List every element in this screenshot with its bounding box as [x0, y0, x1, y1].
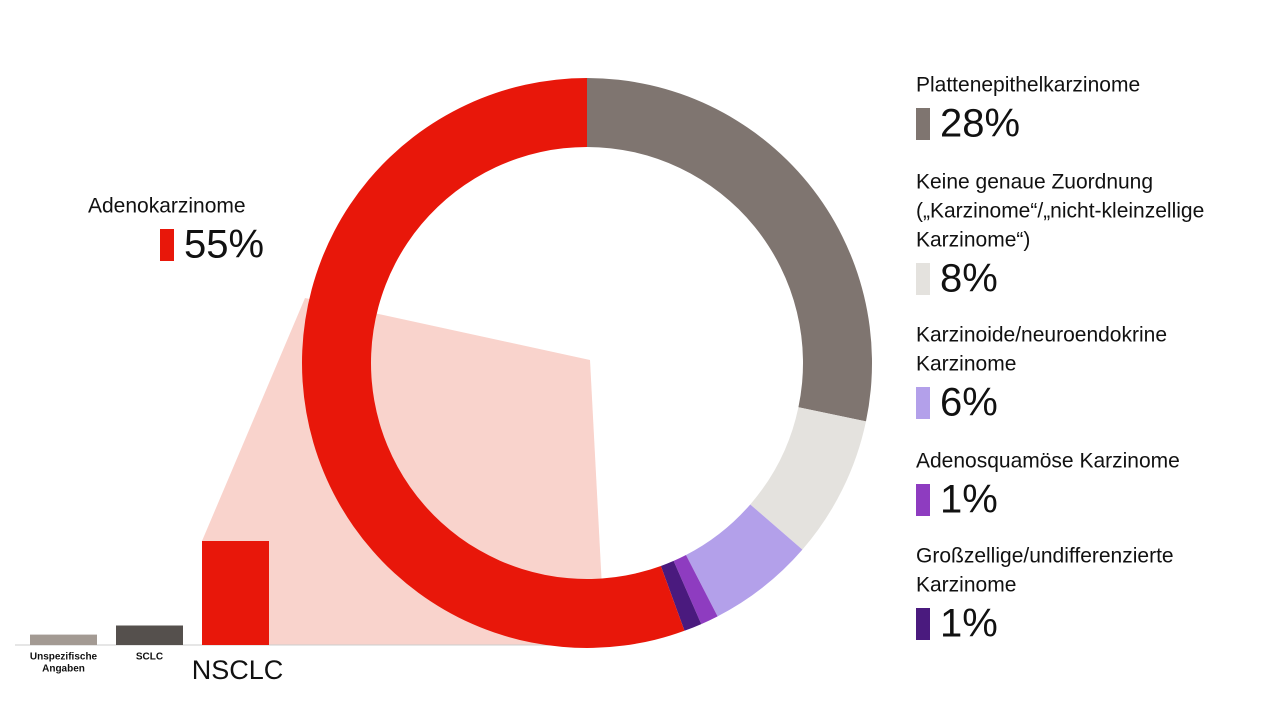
bar — [202, 541, 269, 645]
bar — [116, 625, 183, 645]
legend-swatch — [916, 108, 930, 140]
legend-swatch — [916, 387, 930, 419]
donut-segment — [587, 78, 873, 422]
x-tick-label: Angaben — [42, 664, 85, 675]
legend-label: Karzinoide/neuroendokrine — [916, 324, 1167, 347]
x-tick-label: NSCLC — [192, 655, 284, 685]
legend-label: Plattenepithelkarzinome — [916, 74, 1140, 97]
background-layer — [15, 298, 605, 646]
value-label: 1% — [940, 602, 998, 646]
legend-label: („Karzinome“/„nicht-kleinzellige — [916, 200, 1204, 223]
value-label: 8% — [940, 257, 998, 301]
legend-swatch — [916, 608, 930, 640]
legend-swatch — [160, 229, 174, 261]
x-tick-label: SCLC — [136, 652, 163, 663]
donut-segment — [660, 560, 702, 631]
legend-label: Karzinome“) — [916, 229, 1030, 252]
legend-label: Karzinome — [916, 353, 1016, 376]
donut-segment — [750, 407, 866, 550]
value-label: 55% — [184, 223, 264, 267]
donut-segment — [685, 504, 803, 617]
bar — [30, 634, 97, 645]
value-label: 6% — [940, 381, 998, 425]
legend-label: Adenokarzinome — [88, 195, 246, 218]
x-tick-label: Unspezifische — [30, 652, 98, 663]
donut-segment — [673, 554, 718, 625]
legend-label: Keine genaue Zuordnung — [916, 171, 1153, 194]
legend-label: Großzellige/undifferenzierte — [916, 545, 1174, 568]
legend-label: Adenosquamöse Karzinome — [916, 450, 1180, 473]
value-label: 1% — [940, 478, 998, 522]
value-label: 28% — [940, 102, 1020, 146]
zoom-wedge — [202, 298, 605, 645]
legend-swatch — [916, 484, 930, 516]
donut-segment — [302, 78, 685, 648]
legend-label: Karzinome — [916, 574, 1016, 597]
legend-swatch — [916, 263, 930, 295]
